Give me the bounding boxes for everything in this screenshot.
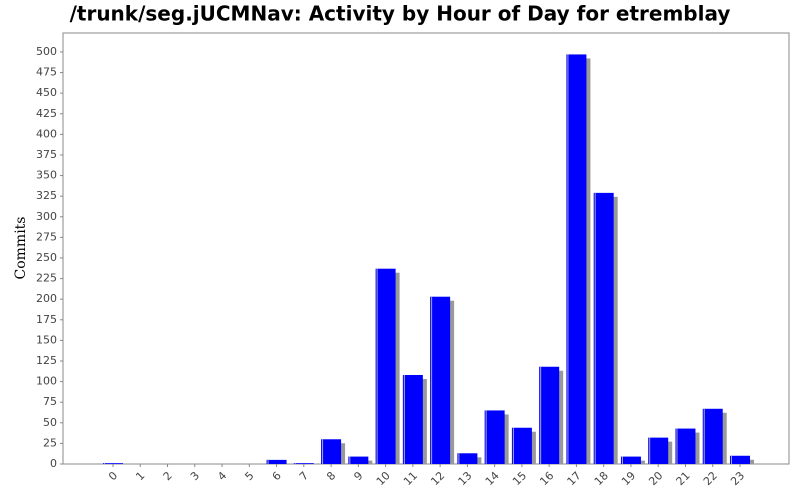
- bar: [539, 366, 560, 464]
- x-tick-label: 18: [592, 469, 611, 488]
- bar: [375, 268, 396, 464]
- bar: [648, 437, 669, 464]
- bar: [103, 463, 123, 464]
- bar: [293, 463, 314, 464]
- bar: [457, 453, 478, 464]
- x-tick-label: 23: [728, 469, 747, 488]
- y-tick-label: 350: [36, 169, 57, 182]
- x-tick-label: 4: [215, 469, 229, 483]
- bar: [484, 410, 505, 464]
- y-tick-label: 500: [36, 45, 57, 58]
- x-tick-label: 12: [428, 469, 447, 488]
- x-tick-label: 20: [646, 469, 665, 488]
- x-tick-label: 19: [619, 469, 638, 488]
- x-tick-label: 22: [701, 469, 720, 488]
- y-tick-label: 450: [36, 86, 57, 99]
- bar: [430, 296, 451, 464]
- x-tick-label: 13: [456, 469, 475, 488]
- x-tick-label: 15: [510, 469, 529, 488]
- x-tick-label: 14: [483, 469, 502, 488]
- bar: [729, 455, 750, 464]
- y-tick-label: 100: [36, 375, 57, 388]
- x-tick-label: 5: [242, 469, 256, 483]
- y-tick-label: 225: [36, 272, 57, 285]
- bar: [702, 408, 723, 464]
- x-tick-label: 2: [161, 469, 175, 483]
- y-tick-label: 425: [36, 107, 57, 120]
- x-tick-label: 0: [106, 469, 120, 483]
- bar: [566, 54, 587, 464]
- y-tick-label: 325: [36, 189, 57, 202]
- y-tick-label: 400: [36, 127, 57, 140]
- y-tick-label: 475: [36, 66, 57, 79]
- y-tick-label: 25: [43, 436, 57, 449]
- bar: [593, 192, 614, 464]
- y-tick-label: 175: [36, 313, 57, 326]
- x-tick-label: 21: [674, 469, 693, 488]
- x-tick-label: 16: [537, 469, 556, 488]
- bar: [675, 428, 696, 464]
- y-tick-label: 125: [36, 354, 57, 367]
- y-tick-label: 250: [36, 251, 57, 264]
- y-axis-label: Commits: [13, 217, 29, 280]
- x-tick-label: 8: [324, 469, 338, 483]
- bar: [266, 459, 287, 464]
- y-tick-label: 300: [36, 210, 57, 223]
- y-tick-label: 75: [43, 395, 57, 408]
- y-tick-label: 275: [36, 230, 57, 243]
- bar: [402, 374, 423, 464]
- x-tick-label: 6: [270, 469, 284, 483]
- chart-title: /trunk/seg.jUCMNav: Activity by Hour of …: [70, 2, 731, 26]
- y-tick-label: 150: [36, 333, 57, 346]
- y-tick-label: 375: [36, 148, 57, 161]
- bar: [321, 439, 342, 464]
- y-tick-label: 50: [43, 416, 57, 429]
- x-tick-label: 11: [401, 469, 420, 488]
- bar: [348, 456, 369, 464]
- y-tick-label: 200: [36, 292, 57, 305]
- x-tick-label: 3: [188, 469, 202, 483]
- x-tick-label: 10: [374, 469, 393, 488]
- x-tick-label: 1: [133, 469, 147, 483]
- x-tick-label: 7: [297, 469, 311, 483]
- bar: [620, 456, 641, 464]
- x-tick-label: 17: [565, 469, 584, 488]
- x-tick-label: 9: [351, 469, 365, 483]
- y-tick-label: 0: [50, 457, 57, 470]
- bar: [511, 427, 532, 464]
